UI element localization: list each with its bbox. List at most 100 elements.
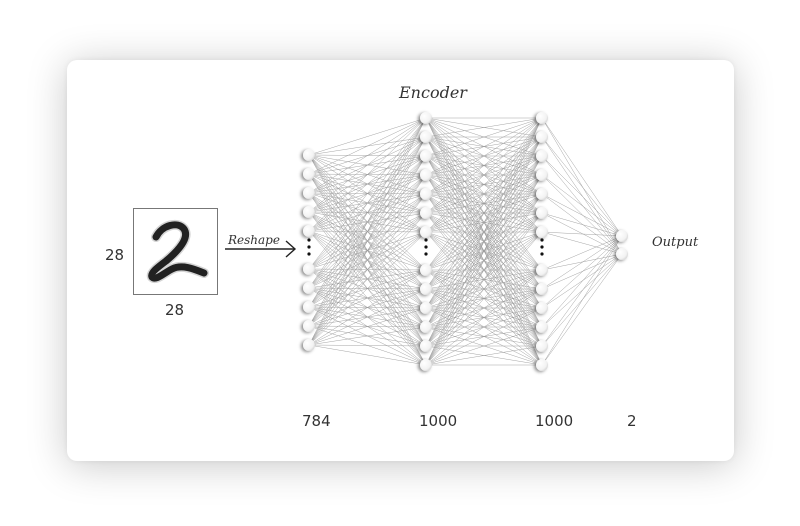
- connection-line: [425, 117, 543, 366]
- connection-line: [541, 253, 623, 328]
- neuron-node: [536, 302, 548, 314]
- connection-line: [425, 117, 543, 290]
- layer-size-hidden-1: 1000: [419, 412, 458, 430]
- connection-line: [425, 117, 543, 176]
- neuron-node: [420, 131, 432, 143]
- layer-size-output: 2: [627, 412, 637, 430]
- neuron-node: [303, 149, 315, 161]
- neuron-node: [420, 264, 432, 276]
- connection-line: [425, 117, 543, 157]
- connection-line: [308, 117, 427, 194]
- connection-line: [308, 231, 427, 346]
- layer-size-input: 784: [302, 412, 331, 430]
- neuron-node: [420, 359, 432, 371]
- ellipsis-dot: [540, 252, 544, 256]
- connection-line: [541, 212, 623, 237]
- neuron-node: [536, 321, 548, 333]
- layer-size-hidden-2: 1000: [535, 412, 574, 430]
- neuron-node: [536, 264, 548, 276]
- neuron-node: [536, 359, 548, 371]
- neuron-node: [303, 301, 315, 313]
- connection-line: [541, 253, 623, 290]
- connection-line: [308, 269, 427, 346]
- connection-line: [308, 326, 427, 346]
- neuron-node: [536, 340, 548, 352]
- connection-line: [425, 269, 543, 366]
- connection-line: [425, 193, 543, 366]
- ellipsis-dot: [540, 238, 544, 242]
- connection-line: [425, 288, 543, 366]
- connection-line: [425, 117, 543, 138]
- connection-line: [308, 117, 427, 232]
- connection-line: [541, 253, 623, 309]
- connection-lines: [308, 117, 623, 366]
- connection-line: [541, 231, 623, 237]
- neuron-node: [536, 207, 548, 219]
- connection-line: [541, 174, 623, 237]
- connection-line: [308, 136, 427, 346]
- connection-line: [308, 212, 427, 346]
- connection-line: [308, 117, 427, 308]
- connection-line: [308, 117, 427, 289]
- connection-line: [308, 117, 427, 156]
- connection-line: [541, 212, 623, 255]
- neuron-node: [303, 282, 315, 294]
- encoder-title: Encoder: [399, 83, 467, 102]
- input-height-label: 28: [105, 246, 125, 264]
- neuron-node: [303, 225, 315, 237]
- neuron-node: [303, 206, 315, 218]
- connection-line: [541, 155, 623, 237]
- neuron-node: [536, 226, 548, 238]
- ellipsis-dot: [540, 245, 544, 249]
- neuron-node: [303, 320, 315, 332]
- connection-line: [541, 235, 623, 309]
- neuron-node: [303, 263, 315, 275]
- connection-line: [308, 117, 427, 175]
- connection-line: [425, 117, 543, 347]
- connection-line: [425, 212, 543, 366]
- connection-line: [425, 231, 543, 366]
- neuron-node: [420, 302, 432, 314]
- neuron-node: [536, 112, 548, 124]
- neuron-node: [616, 230, 628, 242]
- connection-line: [308, 117, 427, 327]
- connection-line: [425, 117, 543, 271]
- connection-line: [541, 231, 623, 255]
- neuron-node: [303, 168, 315, 180]
- connection-line: [541, 235, 623, 347]
- ellipsis-dot: [307, 252, 311, 256]
- connection-line: [308, 307, 427, 346]
- neuron-node: [420, 283, 432, 295]
- connection-line: [425, 117, 543, 233]
- neuron-node: [536, 131, 548, 143]
- connection-line: [308, 193, 427, 346]
- ellipsis-dot: [424, 252, 428, 256]
- output-label: Output: [652, 235, 699, 250]
- connection-line: [541, 117, 623, 255]
- ellipsis-dot: [424, 238, 428, 242]
- connection-line: [308, 117, 427, 270]
- connection-line: [541, 235, 623, 271]
- input-digit-image: [133, 208, 218, 295]
- neuron-node: [420, 150, 432, 162]
- neurons: [303, 112, 628, 371]
- connection-line: [541, 253, 623, 271]
- connection-line: [308, 174, 427, 346]
- neuron-node: [536, 150, 548, 162]
- connection-line: [541, 193, 623, 237]
- connection-line: [308, 117, 427, 346]
- ellipsis-dot: [307, 238, 311, 242]
- connection-line: [425, 117, 543, 214]
- neuron-node: [536, 283, 548, 295]
- connection-line: [541, 136, 623, 237]
- neuron-node: [303, 339, 315, 351]
- connection-line: [308, 117, 427, 213]
- connection-line: [541, 174, 623, 255]
- neuron-node: [420, 188, 432, 200]
- neuron-node: [616, 248, 628, 260]
- connection-line: [541, 235, 623, 328]
- neuron-node: [536, 169, 548, 181]
- connection-line: [541, 235, 623, 366]
- connection-line: [541, 253, 623, 366]
- neuron-node: [303, 187, 315, 199]
